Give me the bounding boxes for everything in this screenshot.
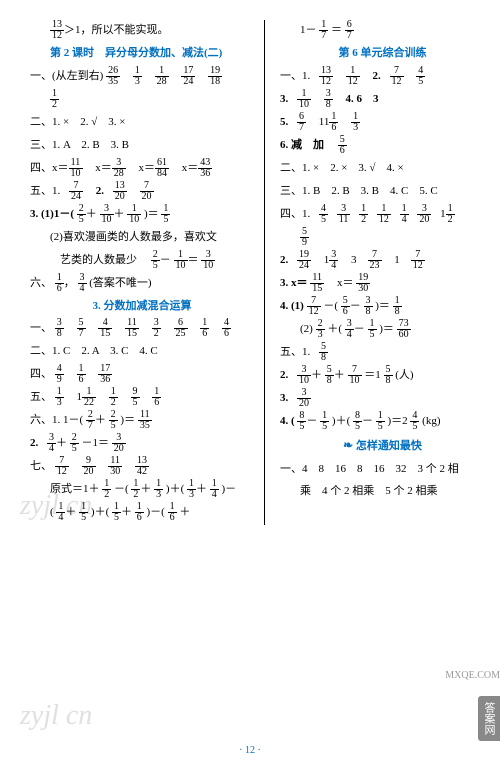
- right-column: 1－ 17 ＝ 67 第 6 单元综合训练 一、1. 1312 112 2. 7…: [265, 20, 485, 525]
- text-line: (2) 23 ＋( 34－ 15 )＝ 7360: [280, 319, 485, 340]
- text-line: 一、4 8 16 8 16 32 3 个 2 相: [280, 459, 485, 480]
- text-line: 5. 67 1116 13: [280, 112, 485, 133]
- text-line: (2)喜欢漫画类的人数最多，喜欢文: [30, 227, 254, 248]
- section-heading: 第 2 课时 异分母分数加、减法(二): [30, 43, 254, 64]
- page-number: · 12 ·: [0, 745, 500, 756]
- text-line: 1－ 17 ＝ 67: [280, 20, 485, 41]
- text-line: 原式＝1＋ 12 －( 12＋ 13 )＋( 13＋ 14 )－: [30, 479, 254, 500]
- text-line: 2. 34＋ 25 －1＝ 320: [30, 433, 254, 454]
- page-content: 1312＞1，所以不能实现。 第 2 课时 异分母分数加、减法(二) 一、(从左…: [0, 0, 500, 525]
- text-line: 59: [280, 227, 485, 248]
- text-line: 3. 110 38 4. 6 3: [280, 89, 485, 110]
- section-heading: 3. 分数加减混合运算: [30, 296, 254, 317]
- text-line: 四、1. 45 311 12 112 14 320 112: [280, 204, 485, 225]
- text-line: 2. 310＋ 58＋ 710 ＝1 58 (人): [280, 365, 485, 386]
- text-line: 五、1. 724 2. 1320 720: [30, 181, 254, 202]
- text-line: 四、 49 16 1736: [30, 364, 254, 385]
- site-badge: 答案网: [478, 696, 500, 741]
- text-line: ( 14＋ 15 )＋( 15＋ 16 )－( 16 ＋: [30, 502, 254, 523]
- text-line: 乘 4 个 2 相乘 5 个 2 相乘: [280, 481, 485, 502]
- text-line: 三、1. A 2. B 3. B: [30, 135, 254, 156]
- text-line: 五、1. 58: [280, 342, 485, 363]
- text-line: 3. x＝ 1115 x＝ 1930: [280, 273, 485, 294]
- text-line: 四、x＝1110 x＝328 x＝6184 x＝4336: [30, 158, 254, 179]
- leaf-icon: ❧: [343, 438, 353, 452]
- text-line: 七、 712 920 1130 1342: [30, 456, 254, 477]
- text-line: 一、 38 57 415 1115 32 625 16 46: [30, 318, 254, 339]
- text-line: 4. (1) 712 －( 56－ 38 )＝ 18: [280, 296, 485, 317]
- text-line: 六、1. 1－( 27＋ 25 )＝ 1135: [30, 410, 254, 431]
- text-line: 1312＞1，所以不能实现。: [30, 20, 254, 41]
- left-column: 1312＞1，所以不能实现。 第 2 课时 异分母分数加、减法(二) 一、(从左…: [30, 20, 265, 525]
- text-line: 4. ( 85－ 15 )＋( 85－ 15 )＝2 45 (kg): [280, 411, 485, 432]
- text-line: 3. (1)1－( 25＋ 310＋ 110 )＝ 15: [30, 204, 254, 225]
- text-line: 一、(从左到右) 2635 13 128 1724 1918: [30, 66, 254, 87]
- watermark: zyjl cn: [20, 700, 92, 732]
- text-line: 艺类的人数最少 25－ 110＝ 310: [30, 250, 254, 271]
- text-line: 12: [30, 89, 254, 110]
- site-label: MXQE.COM: [445, 670, 500, 681]
- text-line: 二、1. × 2. × 3. √ 4. ×: [280, 158, 485, 179]
- text-line: 2. 1924 134 3 723 1 712: [280, 250, 485, 271]
- section-heading: ❧ 怎样通知最快: [280, 434, 485, 457]
- section-heading: 第 6 单元综合训练: [280, 43, 485, 64]
- text-line: 二、1. × 2. √ 3. ×: [30, 112, 254, 133]
- text-line: 三、1. B 2. B 3. B 4. C 5. C: [280, 181, 485, 202]
- text-line: 六、 16， 34 (答案不唯一): [30, 273, 254, 294]
- text-line: 一、1. 1312 112 2. 712 45: [280, 66, 485, 87]
- text-line: 五、 13 1122 12 95 16: [30, 387, 254, 408]
- text-line: 6. 减 加 56: [280, 135, 485, 156]
- text-line: 3. 320: [280, 388, 485, 409]
- text-line: 二、1. C 2. A 3. C 4. C: [30, 341, 254, 362]
